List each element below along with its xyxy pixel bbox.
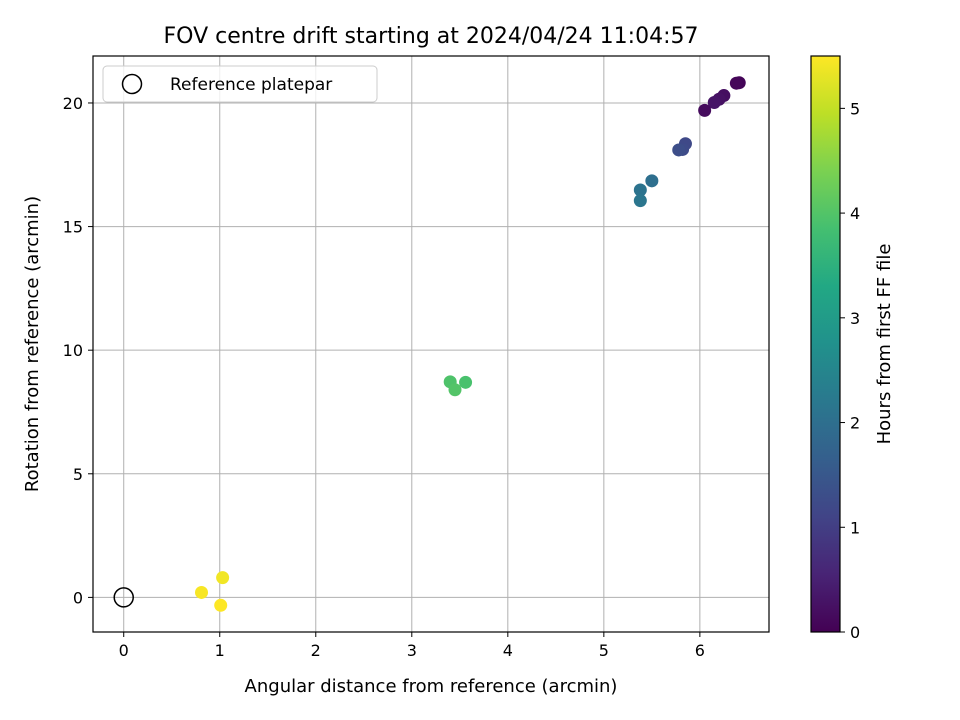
chart-title: FOV centre drift starting at 2024/04/24 …: [164, 24, 699, 49]
scatter-point: [645, 174, 659, 188]
colorbar-tick-label: 5: [850, 99, 860, 118]
reference-platepar-marker: [113, 587, 134, 608]
y-tick-label: 20: [63, 94, 83, 113]
x-tick-label: 1: [215, 641, 225, 660]
y-tick-label: 15: [63, 218, 83, 237]
scatter-point: [672, 143, 686, 157]
scatter-point: [214, 598, 228, 612]
colorbar-tick-label: 2: [850, 414, 860, 433]
legend: Reference platepar: [102, 65, 378, 103]
legend-label-reference: Reference platepar: [170, 75, 332, 95]
scatter-point: [698, 103, 712, 117]
colorbar-tick-label: 3: [850, 309, 860, 328]
x-tick-label: 4: [503, 641, 513, 660]
x-axis-label: Angular distance from reference (arcmin): [245, 676, 618, 697]
scatter-point: [729, 76, 743, 90]
x-tick-label: 2: [311, 641, 321, 660]
colorbar: [810, 55, 841, 633]
x-tick-label: 6: [695, 641, 705, 660]
colorbar-tick-label: 1: [850, 518, 860, 537]
scatter-point: [448, 383, 462, 397]
y-axis-ticks: 0 5 10 15 20: [63, 94, 93, 607]
legend-marker-reference: [121, 73, 143, 95]
data-points: [195, 76, 746, 612]
x-tick-label: 3: [407, 641, 417, 660]
y-tick-label: 10: [63, 341, 83, 360]
reference-marker-layer: [113, 587, 134, 608]
scatter-point: [633, 194, 647, 208]
scatter-point: [633, 183, 647, 197]
y-axis-label: Rotation from reference (arcmin): [22, 196, 43, 492]
colorbar-ticks: 0 1 2 3 4 5: [840, 99, 860, 642]
legend-box: [102, 65, 378, 103]
y-tick-label: 5: [73, 465, 83, 484]
x-tick-label: 0: [119, 641, 129, 660]
colorbar-tick-label: 0: [850, 623, 860, 642]
x-tick-label: 5: [599, 641, 609, 660]
scatter-point: [459, 375, 473, 389]
x-axis-ticks: 0 1 2 3 4 5 6: [119, 632, 705, 660]
scatter-point: [195, 585, 209, 599]
colorbar-tick-label: 4: [850, 204, 860, 223]
scatter-point: [707, 95, 721, 109]
y-tick-label: 0: [73, 588, 83, 607]
grid: [93, 56, 769, 632]
plot-frame: [92, 55, 770, 633]
scatter-point: [216, 571, 230, 585]
colorbar-label: Hours from first FF file: [874, 244, 895, 445]
